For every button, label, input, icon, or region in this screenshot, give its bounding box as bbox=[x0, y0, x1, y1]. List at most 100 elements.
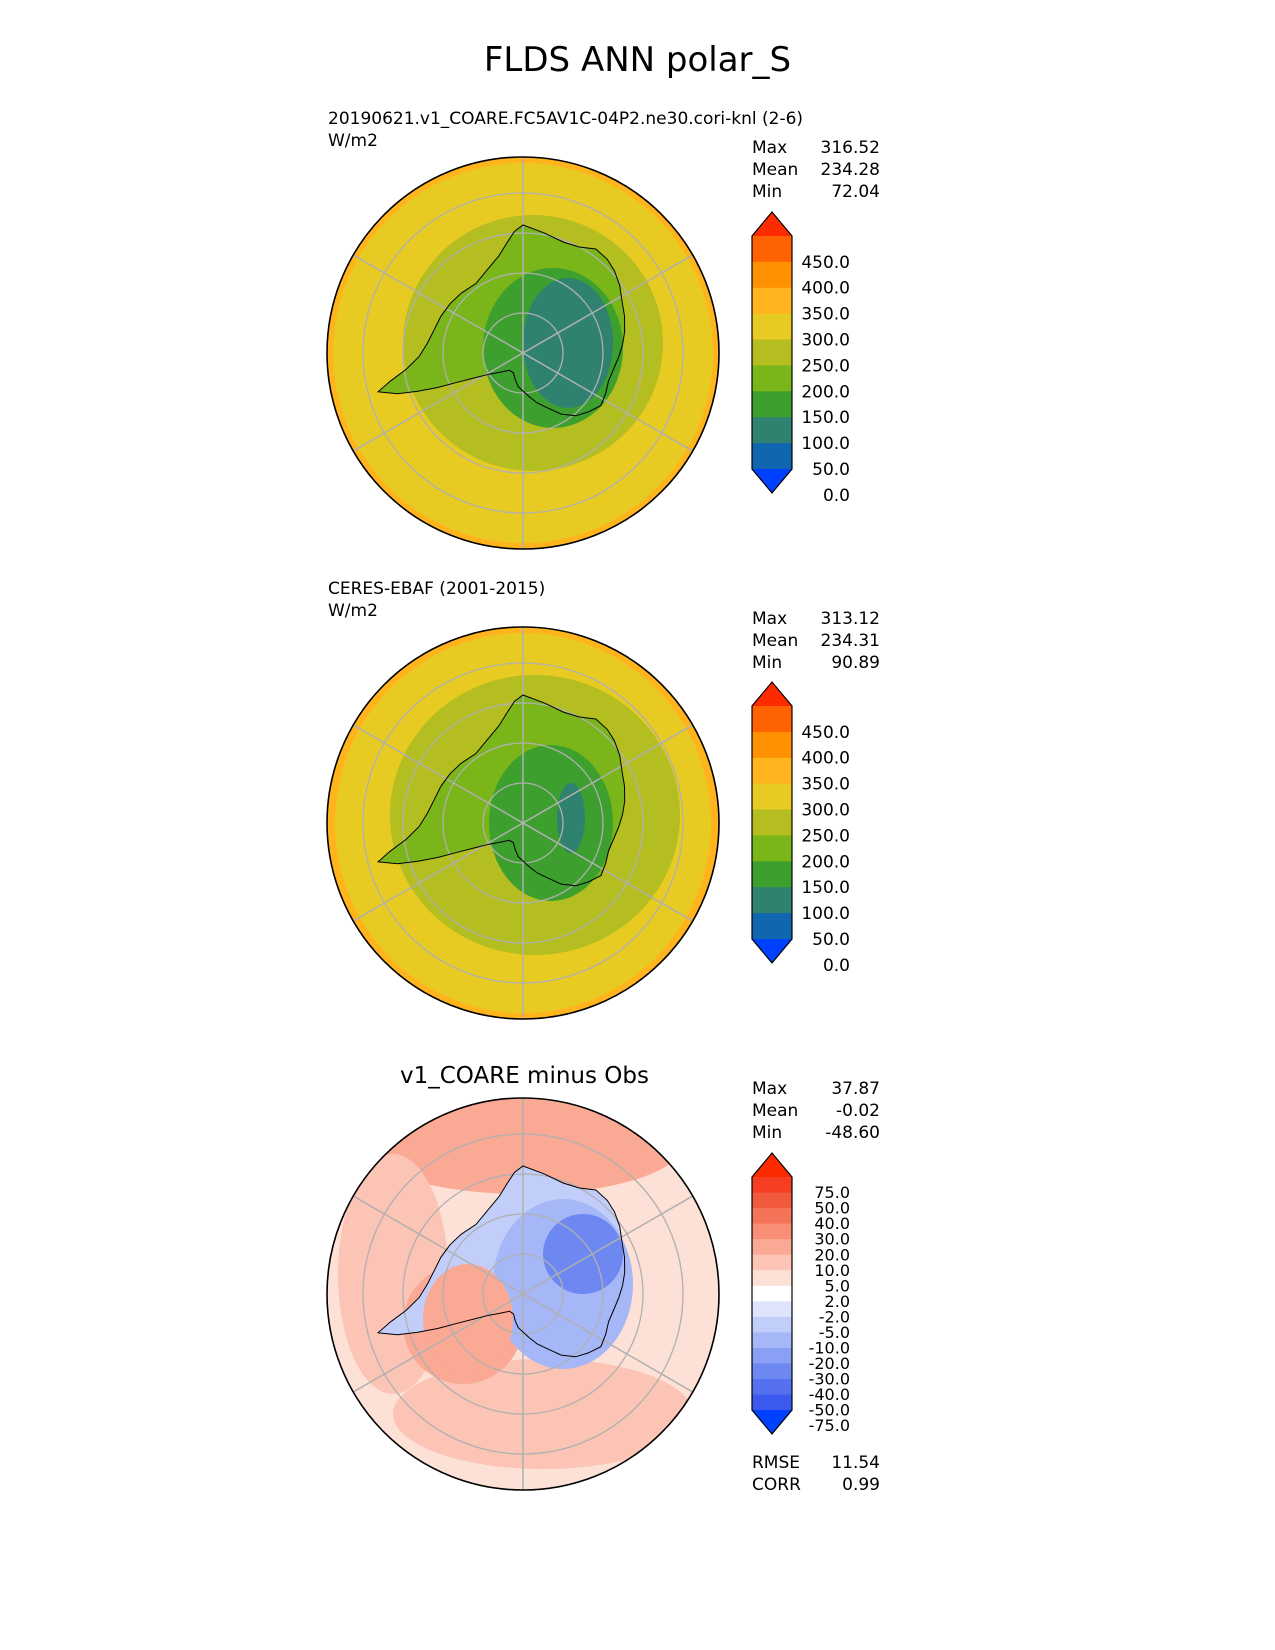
stat-value: 313.12 bbox=[820, 609, 880, 629]
colorbar-tick-label: 50.0 bbox=[814, 1199, 850, 1218]
colorbar-tick-label: 50.0 bbox=[812, 930, 850, 950]
colorbar-bin bbox=[752, 339, 792, 366]
colorbar-tick-label: 0.0 bbox=[823, 956, 850, 976]
colorbar-tick-label: 450.0 bbox=[801, 253, 850, 273]
stat-max: Max 313.12 bbox=[752, 608, 880, 630]
stat-label: Max bbox=[752, 609, 788, 629]
colorbar-bin bbox=[752, 313, 792, 341]
colorbar-bin bbox=[752, 1285, 792, 1302]
stat-max: Max 37.87 bbox=[752, 1078, 880, 1100]
antarctica-coastline bbox=[376, 694, 626, 887]
metric-rmse: RMSE 11.54 bbox=[752, 1452, 880, 1474]
colorbar-bin bbox=[752, 1347, 792, 1364]
colorbar-tick-label: 250.0 bbox=[801, 826, 850, 846]
map-panel-diff bbox=[327, 1098, 719, 1490]
colorbar-bin bbox=[752, 706, 792, 733]
colorbar-bin bbox=[752, 887, 792, 914]
colorbar-bin bbox=[752, 1254, 792, 1271]
colorbar-bin bbox=[752, 365, 792, 392]
stat-label: Min bbox=[752, 182, 783, 202]
stat-mean: Mean 234.31 bbox=[752, 630, 880, 652]
longitude-gridline bbox=[522, 1195, 694, 1295]
figure-title: FLDS ANN polar_S bbox=[483, 40, 792, 80]
colorbar-tick-label: 50.0 bbox=[812, 460, 850, 480]
map-panel-obs bbox=[327, 627, 719, 1019]
stat-value: 0.99 bbox=[842, 1475, 880, 1495]
colorbar-bin bbox=[752, 835, 792, 862]
colorbar-outline bbox=[751, 211, 793, 494]
panel-1-title: 20190621.v1_COARE.FC5AV1C-04P2.ne30.cori… bbox=[328, 109, 804, 129]
colorbar-outline bbox=[751, 1152, 793, 1435]
colorbar-bin bbox=[752, 1239, 792, 1256]
colorbar-extension-max bbox=[752, 682, 792, 706]
colorbar-tick-label: 0.0 bbox=[823, 486, 850, 506]
stat-min: Min 90.89 bbox=[752, 652, 880, 674]
colorbar-diff: 75.050.040.030.020.010.05.02.0-2.0-5.0-1… bbox=[751, 1152, 850, 1435]
colorbar-tick-label: -75.0 bbox=[809, 1416, 850, 1435]
colorbar-bin bbox=[752, 809, 792, 836]
stat-value: -0.02 bbox=[836, 1101, 880, 1121]
panel-3-metrics: RMSE 11.54 CORR 0.99 bbox=[752, 1452, 880, 1496]
panel-1-units: W/m2 bbox=[328, 131, 378, 151]
colorbar-tick-label: 100.0 bbox=[801, 904, 850, 924]
colorbar-tick-label: -5.0 bbox=[819, 1323, 850, 1342]
colorbar-bin bbox=[752, 261, 792, 289]
stat-mean: Mean 234.28 bbox=[752, 159, 880, 181]
stat-value: -48.60 bbox=[825, 1123, 880, 1143]
contour-region bbox=[523, 278, 613, 408]
colorbar-bin bbox=[752, 1332, 792, 1349]
longitude-gridline bbox=[522, 1293, 694, 1393]
colorbar-tick-label: -10.0 bbox=[809, 1338, 850, 1357]
longitude-gridline bbox=[352, 254, 524, 354]
colorbar-bin bbox=[752, 757, 792, 785]
stat-label: Max bbox=[752, 1079, 788, 1099]
longitude-gridline bbox=[352, 1293, 524, 1393]
colorbar-bin bbox=[752, 861, 792, 888]
colorbar-tick-label: -20.0 bbox=[809, 1354, 850, 1373]
contour-region bbox=[543, 1214, 623, 1294]
colorbar-bin bbox=[752, 287, 792, 315]
longitude-gridline bbox=[352, 822, 524, 922]
colorbar-bin bbox=[752, 1363, 792, 1380]
stat-value: 234.31 bbox=[820, 631, 880, 651]
stat-value: 11.54 bbox=[831, 1453, 880, 1473]
contour-region bbox=[489, 745, 613, 901]
colorbar-tick-label: 150.0 bbox=[801, 408, 850, 428]
colorbar-tick-label: 40.0 bbox=[814, 1214, 850, 1233]
colorbar-bin bbox=[752, 417, 792, 444]
colorbar-tick-label: 100.0 bbox=[801, 434, 850, 454]
colorbar-tick-label: 350.0 bbox=[801, 775, 850, 795]
longitude-gridline bbox=[522, 822, 694, 922]
colorbar-tick-label: 300.0 bbox=[801, 801, 850, 821]
colorbar-tick-label: -2.0 bbox=[819, 1307, 850, 1326]
colorbar-bin bbox=[752, 391, 792, 418]
longitude-gridline bbox=[352, 352, 524, 452]
colorbar-bin bbox=[752, 1394, 792, 1411]
map-boundary bbox=[326, 626, 720, 1020]
colorbar-bin bbox=[752, 443, 792, 470]
colorbar-bin bbox=[752, 1316, 792, 1333]
colorbar-tick-label: 20.0 bbox=[814, 1245, 850, 1264]
colorbar-tick-label: 2.0 bbox=[825, 1292, 850, 1311]
contour-region bbox=[557, 783, 585, 853]
stat-value: 234.28 bbox=[820, 160, 880, 180]
stat-min: Min -48.60 bbox=[752, 1122, 880, 1144]
panel-2-units: W/m2 bbox=[328, 601, 378, 621]
stat-label: Min bbox=[752, 653, 783, 673]
colorbar-tick-label: -50.0 bbox=[809, 1401, 850, 1420]
colorbar-bin bbox=[752, 731, 792, 759]
colorbar-extension-min bbox=[752, 469, 792, 493]
colorbar-tick-label: 200.0 bbox=[801, 382, 850, 402]
colorbar-bin bbox=[752, 1208, 792, 1225]
colorbar-bin bbox=[752, 1177, 792, 1194]
colorbar-bin bbox=[752, 783, 792, 811]
stat-label: RMSE bbox=[752, 1453, 801, 1473]
colorbar-outline bbox=[751, 681, 793, 964]
map-boundary bbox=[326, 1097, 720, 1491]
stat-label: Mean bbox=[752, 1101, 799, 1121]
colorbar-tick-label: 400.0 bbox=[801, 749, 850, 769]
colorbar-tick-label: 300.0 bbox=[801, 331, 850, 351]
antarctica-coastline bbox=[376, 224, 626, 417]
longitude-gridline bbox=[352, 1195, 524, 1295]
